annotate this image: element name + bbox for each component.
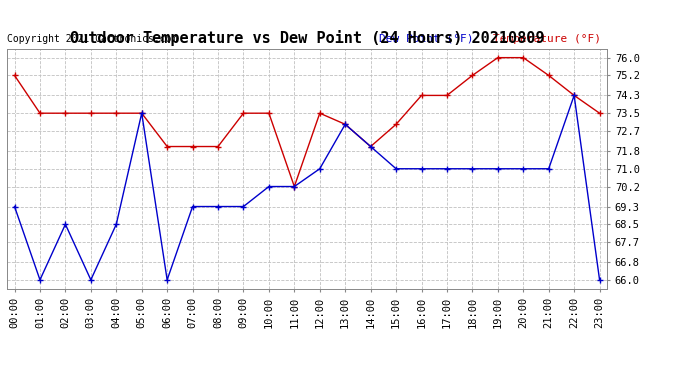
Text: Copyright 2021 Cartronics.com: Copyright 2021 Cartronics.com [7,34,177,44]
Text: Temperature (°F): Temperature (°F) [493,34,601,44]
Text: Dew Point (°F): Dew Point (°F) [379,34,473,44]
Title: Outdoor Temperature vs Dew Point (24 Hours) 20210809: Outdoor Temperature vs Dew Point (24 Hou… [70,30,544,46]
